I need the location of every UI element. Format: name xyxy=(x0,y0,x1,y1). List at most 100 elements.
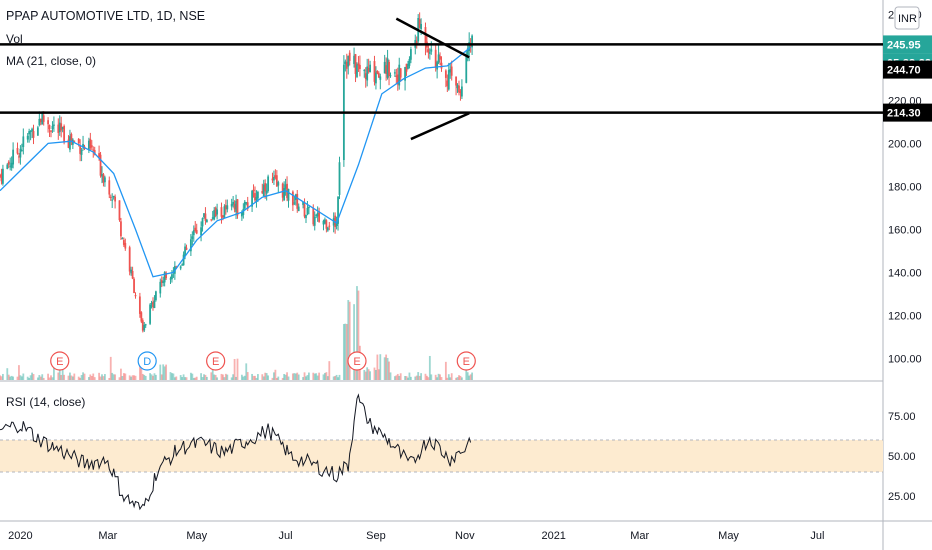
candle-body[interactable] xyxy=(420,23,423,29)
candle-body[interactable] xyxy=(325,220,328,229)
candle-body[interactable] xyxy=(153,300,156,309)
candle-body[interactable] xyxy=(262,184,265,197)
candle-body[interactable] xyxy=(61,127,64,130)
candle-body[interactable] xyxy=(322,220,325,225)
candle-body[interactable] xyxy=(150,303,153,305)
candle-body[interactable] xyxy=(7,161,10,165)
candle-body[interactable] xyxy=(396,74,399,85)
candle-body[interactable] xyxy=(303,204,306,217)
earnings-marker[interactable] xyxy=(50,351,70,371)
candle-body[interactable] xyxy=(348,52,351,61)
candle-body[interactable] xyxy=(98,153,100,158)
candle-body[interactable] xyxy=(274,175,277,178)
candle-body[interactable] xyxy=(471,35,473,48)
candle-body[interactable] xyxy=(39,119,42,123)
candle-body[interactable] xyxy=(26,135,29,140)
candle-body[interactable] xyxy=(468,42,471,52)
candle-body[interactable] xyxy=(6,164,9,169)
candle-body[interactable] xyxy=(101,174,103,177)
candle-body[interactable] xyxy=(261,191,264,194)
candle-body[interactable] xyxy=(465,54,468,83)
candle-body[interactable] xyxy=(385,65,388,74)
candle-body[interactable] xyxy=(345,61,348,69)
candle-body[interactable] xyxy=(308,206,310,209)
candle-body[interactable] xyxy=(77,138,80,144)
candle-body[interactable] xyxy=(12,149,15,165)
candle-body[interactable] xyxy=(0,173,3,182)
trend-line[interactable] xyxy=(410,112,470,141)
candle-body[interactable] xyxy=(134,295,137,297)
earnings-marker[interactable] xyxy=(347,351,367,371)
candle-body[interactable] xyxy=(131,270,134,279)
candle-body[interactable] xyxy=(189,239,192,252)
candle-body[interactable] xyxy=(102,174,105,183)
candle-body[interactable] xyxy=(291,191,294,206)
candle-body[interactable] xyxy=(109,196,112,198)
candle-body[interactable] xyxy=(455,76,457,86)
candle-body[interactable] xyxy=(214,207,217,216)
candle-body[interactable] xyxy=(38,118,41,126)
candle-body[interactable] xyxy=(236,199,239,216)
candle-body[interactable] xyxy=(222,215,224,218)
candle-body[interactable] xyxy=(210,219,213,221)
candle-body[interactable] xyxy=(449,69,452,73)
candle-body[interactable] xyxy=(383,61,386,74)
candle-body[interactable] xyxy=(203,213,205,218)
candle-body[interactable] xyxy=(20,150,23,152)
candle-body[interactable] xyxy=(182,254,185,266)
candle-body[interactable] xyxy=(121,238,124,240)
candle-body[interactable] xyxy=(446,80,449,87)
candle-body[interactable] xyxy=(428,52,431,54)
candle-body[interactable] xyxy=(140,312,143,322)
candle-body[interactable] xyxy=(36,127,39,136)
candle-body[interactable] xyxy=(366,66,369,81)
candle-body[interactable] xyxy=(216,209,219,215)
candle-body[interactable] xyxy=(213,209,216,220)
candle-body[interactable] xyxy=(89,138,92,149)
candle-body[interactable] xyxy=(47,120,49,125)
candle-body[interactable] xyxy=(144,324,147,326)
candle-body[interactable] xyxy=(114,196,117,202)
earnings-marker[interactable] xyxy=(206,351,226,371)
candle-body[interactable] xyxy=(155,291,157,301)
candle-body[interactable] xyxy=(430,49,433,52)
candle-body[interactable] xyxy=(143,324,146,331)
candle-body[interactable] xyxy=(367,67,370,72)
candle-body[interactable] xyxy=(277,182,280,186)
candle-body[interactable] xyxy=(31,128,33,132)
candle-body[interactable] xyxy=(200,227,202,236)
candle-body[interactable] xyxy=(152,301,154,308)
candle-body[interactable] xyxy=(99,154,102,176)
candle-body[interactable] xyxy=(287,188,290,201)
candle-body[interactable] xyxy=(53,124,55,126)
candle-body[interactable] xyxy=(171,274,173,280)
candle-body[interactable] xyxy=(42,115,45,122)
candle-body[interactable] xyxy=(80,149,83,155)
candle-body[interactable] xyxy=(69,136,71,150)
candle-body[interactable] xyxy=(184,246,186,256)
candle-body[interactable] xyxy=(399,68,402,78)
candle-body[interactable] xyxy=(90,145,93,148)
candle-body[interactable] xyxy=(318,211,321,222)
candle-body[interactable] xyxy=(405,63,408,72)
candle-body[interactable] xyxy=(466,48,469,56)
last-price-tag[interactable] xyxy=(883,35,932,54)
candle-body[interactable] xyxy=(195,230,198,234)
candle-body[interactable] xyxy=(51,125,54,130)
candle-body[interactable] xyxy=(447,70,450,90)
candle-body[interactable] xyxy=(444,70,447,78)
candle-body[interactable] xyxy=(369,64,372,73)
candle-body[interactable] xyxy=(293,202,296,204)
candle-body[interactable] xyxy=(459,91,462,93)
candle-body[interactable] xyxy=(460,86,463,97)
candle-body[interactable] xyxy=(41,112,44,125)
candle-body[interactable] xyxy=(302,201,304,205)
candle-body[interactable] xyxy=(364,73,367,80)
candle-body[interactable] xyxy=(16,148,19,154)
candle-body[interactable] xyxy=(160,280,163,283)
moving-average-line[interactable] xyxy=(0,46,472,278)
candle-body[interactable] xyxy=(398,64,401,86)
candle-body[interactable] xyxy=(296,193,299,209)
candle-body[interactable] xyxy=(338,162,341,195)
candle-body[interactable] xyxy=(375,72,377,84)
